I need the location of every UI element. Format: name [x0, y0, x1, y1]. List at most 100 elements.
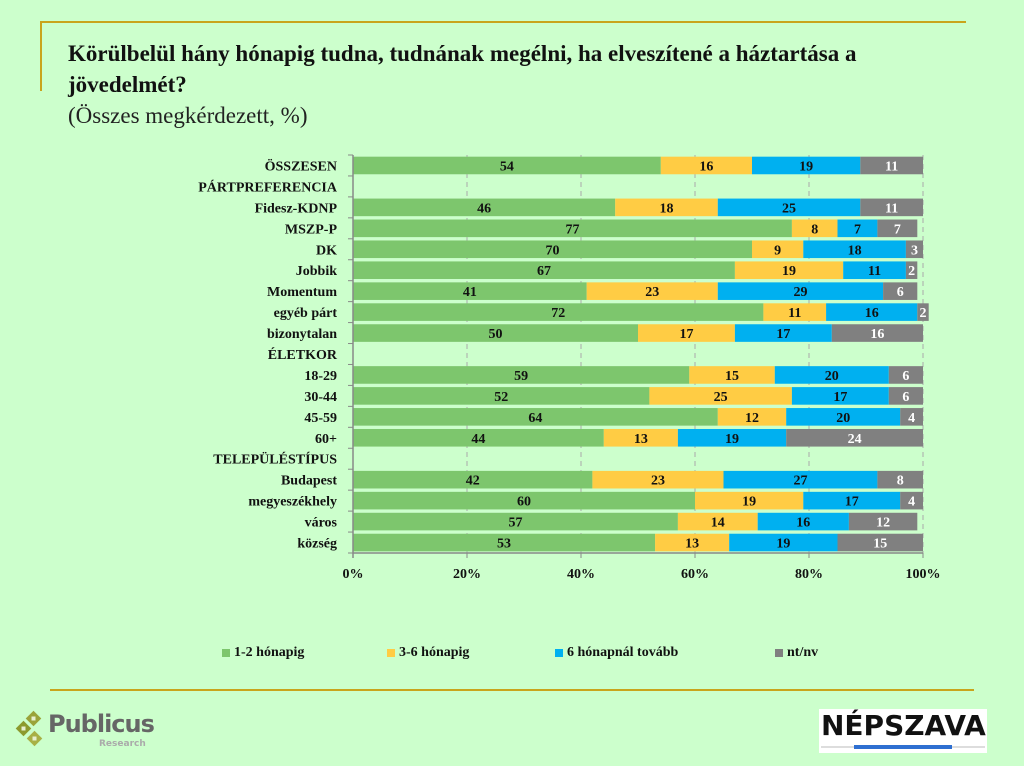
- category-label: ÖSSZESEN: [265, 157, 337, 174]
- category-label: Budapest: [281, 474, 337, 489]
- publicus-logo: Publicus Research: [14, 708, 155, 756]
- data-label: 19: [799, 159, 813, 174]
- bar-segment: [837, 533, 923, 552]
- data-label: 6: [897, 285, 904, 300]
- bar-segment: [900, 491, 923, 510]
- data-label: 44: [471, 432, 485, 447]
- data-label: 8: [811, 222, 818, 237]
- data-label: 11: [885, 159, 898, 174]
- legend-swatch: [222, 649, 230, 657]
- bar-segment: [752, 240, 804, 259]
- data-label: 11: [868, 264, 881, 279]
- bar-segment: [353, 219, 792, 238]
- nepszava-name: NÉPSZAVA: [821, 709, 986, 742]
- data-label: 64: [528, 411, 542, 426]
- bar-segment: [888, 387, 923, 405]
- bar-segment: [353, 533, 656, 552]
- bar-segment: [786, 428, 923, 447]
- publicus-diamond-icon: [15, 710, 43, 747]
- data-label: 25: [782, 201, 796, 216]
- bar-segment: [689, 366, 775, 384]
- data-label: 19: [776, 537, 790, 552]
- bar-segment: [883, 282, 918, 300]
- data-label: 77: [565, 222, 579, 237]
- bar-segment: [905, 240, 923, 259]
- nepszava-logo: NÉPSZAVA: [819, 709, 987, 753]
- stacked-bar-chart: 0% 20% 40% 60% 80% 100% ÖSSZESEN 54 16 19 11 PÁRTPR…: [198, 154, 941, 582]
- bar-segment: [900, 408, 923, 426]
- bar-segment: [877, 219, 918, 238]
- data-label: 53: [497, 537, 511, 552]
- data-label: 20: [836, 411, 850, 426]
- legend-swatch: [775, 649, 783, 657]
- data-label: 17: [679, 327, 693, 342]
- data-label: 15: [725, 369, 739, 384]
- bar-segment: [774, 366, 889, 384]
- category-label: Fidesz-KDNP: [255, 201, 338, 216]
- data-label: 15: [873, 537, 887, 552]
- axes: [348, 154, 924, 558]
- bar-segment: [752, 156, 861, 175]
- bar-segment: [717, 408, 787, 426]
- category-label: DK: [316, 243, 337, 258]
- data-label: 16: [699, 159, 713, 174]
- bar-segment: [843, 261, 906, 280]
- bars: [353, 156, 929, 552]
- data-label: 7: [894, 222, 901, 237]
- data-label: 2: [920, 306, 927, 321]
- category-label: 18-29: [304, 369, 337, 384]
- bar-segment: [723, 470, 878, 489]
- data-label: 23: [651, 474, 665, 489]
- bar-segment: [763, 303, 827, 321]
- data-label: 2: [908, 264, 915, 279]
- bar-segment: [677, 512, 758, 531]
- data-label: 4: [908, 411, 915, 426]
- legend-swatch: [387, 649, 395, 657]
- bar-segment: [586, 282, 718, 300]
- bar-segment: [803, 491, 901, 510]
- title-frame-top-line: [40, 21, 966, 23]
- data-label: 27: [793, 474, 807, 489]
- bar-segment: [786, 408, 901, 426]
- legend-swatch: [555, 649, 563, 657]
- bar-segment: [677, 428, 787, 447]
- bar-segment: [353, 282, 587, 300]
- bar-segment: [717, 282, 884, 300]
- category-label: 30-44: [304, 390, 337, 405]
- bar-segment: [353, 512, 678, 531]
- bar-segment: [353, 428, 604, 447]
- bar-segment: [917, 303, 929, 321]
- data-label: 9: [774, 243, 781, 258]
- data-label: 12: [745, 411, 759, 426]
- data-label: 24: [848, 432, 862, 447]
- bar-segment: [353, 324, 638, 342]
- data-label: 16: [796, 516, 810, 531]
- bar-segment: [860, 198, 923, 217]
- nepszava-tagline-bar: [854, 745, 952, 749]
- x-tick-label: 60%: [681, 567, 709, 582]
- bar-segment: [353, 240, 752, 259]
- legend-item: 1-2 hónapig: [222, 645, 304, 661]
- data-label: 19: [782, 264, 796, 279]
- labels: 0% 20% 40% 60% 80% 100% ÖSSZESEN 54 16 19 11 PÁRTPR…: [198, 157, 940, 582]
- bar-segment: [826, 303, 918, 321]
- data-label: 17: [833, 390, 847, 405]
- data-label: 11: [885, 201, 898, 216]
- chart-title: Körülbelül hány hónapig tudna, tudnának …: [68, 41, 857, 97]
- x-tick-label: 80%: [795, 567, 823, 582]
- title-frame-left-line: [40, 21, 42, 91]
- bar-segment: [660, 156, 752, 175]
- bar-segment: [734, 261, 844, 280]
- legend-item: 3-6 hónapig: [387, 645, 469, 661]
- x-tick-label: 20%: [453, 567, 481, 582]
- category-label: megyeszékhely: [248, 495, 337, 510]
- category-label: bizonytalan: [267, 327, 337, 342]
- legend: 1-2 hónapig 3-6 hónapig 6 hónapnál tovább n…: [0, 645, 1024, 665]
- bar-segment: [837, 219, 878, 238]
- bar-segment: [353, 303, 764, 321]
- data-label: 13: [634, 432, 648, 447]
- data-label: 14: [711, 516, 725, 531]
- data-label: 19: [725, 432, 739, 447]
- data-label: 29: [793, 285, 807, 300]
- data-label: 13: [685, 537, 699, 552]
